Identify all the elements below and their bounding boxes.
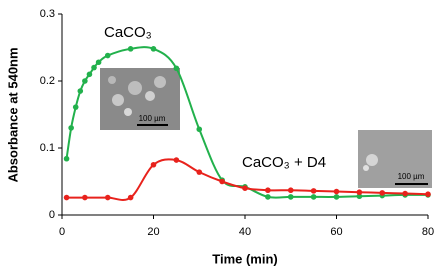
series-label: CaCO₃ (104, 24, 152, 41)
data-point (265, 187, 271, 194)
data-point (310, 194, 317, 200)
data-point (173, 157, 180, 163)
x-tick-label: 40 (239, 226, 251, 238)
data-point (72, 104, 79, 110)
data-point (150, 46, 157, 52)
data-point (127, 46, 134, 52)
y-tick-label: 0.2 (40, 75, 55, 87)
y-tick-label: 0.3 (40, 8, 55, 20)
data-point (219, 178, 225, 185)
data-point (333, 188, 340, 195)
y-tick-label: 0.1 (40, 142, 55, 154)
inset-image: 100 µm (358, 130, 432, 188)
series-label: CaCO₃ + D4 (242, 154, 326, 171)
data-point (356, 193, 363, 200)
data-point (63, 194, 70, 201)
x-tick-label: 0 (59, 226, 65, 238)
x-axis-title: Time (min) (212, 251, 278, 266)
scale-label: 100 µm (139, 114, 166, 123)
data-point (425, 191, 431, 198)
x-tick-label: 60 (330, 226, 342, 238)
y-tick-label: 0 (49, 209, 55, 221)
data-point (95, 59, 102, 66)
x-tick-label: 80 (422, 226, 434, 238)
data-point (287, 194, 294, 200)
data-point (402, 190, 408, 197)
data-point (77, 88, 84, 94)
y-axis-title: Absorbance at 540nm (5, 47, 20, 182)
data-point (173, 65, 180, 72)
data-point (265, 194, 271, 200)
data-point (150, 161, 157, 168)
x-tick-label: 20 (147, 226, 159, 238)
data-point (104, 52, 111, 59)
data-point (127, 194, 134, 201)
data-point (287, 187, 294, 194)
data-point (91, 64, 97, 71)
data-point (242, 185, 248, 191)
data-point (356, 189, 363, 196)
data-point (86, 71, 93, 78)
data-point (196, 169, 203, 175)
scale-label: 100 µm (398, 172, 425, 181)
data-point (82, 194, 88, 201)
data-point (310, 188, 317, 194)
data-point (196, 126, 203, 133)
data-point (82, 78, 88, 84)
data-point (333, 194, 340, 200)
data-point (379, 190, 386, 196)
data-point (68, 125, 74, 131)
inset-image: 100 µm (100, 68, 180, 130)
data-point (63, 155, 70, 162)
data-point (104, 194, 111, 201)
